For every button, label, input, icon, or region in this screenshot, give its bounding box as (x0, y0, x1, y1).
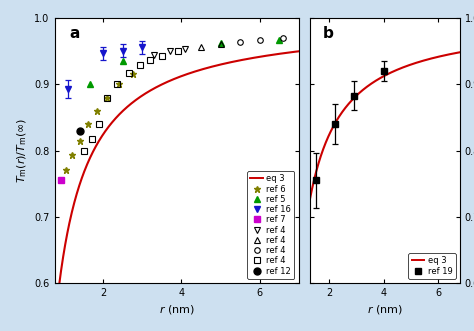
Y-axis label: $T_\mathrm{m}(r)/T_\mathrm{m}(\infty)$: $T_\mathrm{m}(r)/T_\mathrm{m}(\infty)$ (15, 118, 29, 183)
Text: a: a (69, 26, 80, 41)
Legend: eq 3, ref 6, ref 5, ref 16, ref 7, ref 4, ref 4, ref 4, ref 4, ref 12: eq 3, ref 6, ref 5, ref 16, ref 7, ref 4… (247, 171, 294, 279)
X-axis label: $r$ (nm): $r$ (nm) (159, 304, 194, 316)
Legend: eq 3, ref 19: eq 3, ref 19 (409, 253, 456, 279)
Text: b: b (322, 26, 333, 41)
X-axis label: $r$ (nm): $r$ (nm) (367, 304, 403, 316)
